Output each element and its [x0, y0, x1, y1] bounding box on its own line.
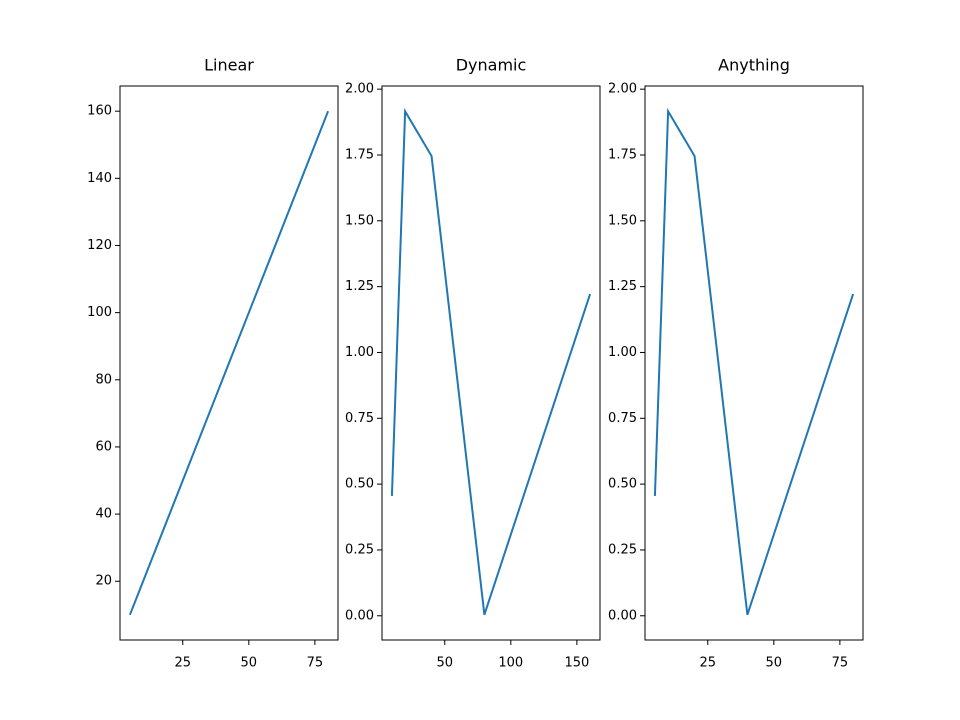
y-tick-label: 0.25 [608, 542, 637, 557]
x-tick-label: 50 [241, 656, 258, 671]
x-tick-label: 50 [766, 656, 783, 671]
line [653, 107, 855, 616]
line [390, 107, 592, 616]
subplot-title: Linear [204, 56, 254, 75]
subplot-title: Dynamic [456, 56, 527, 75]
y-tick-label: 1.00 [345, 345, 374, 360]
y-tick-label: 1.75 [608, 147, 637, 162]
y-tick-label: 0.00 [345, 608, 374, 623]
y-tick-label: 0.50 [345, 477, 374, 492]
x-tick-label: 75 [307, 656, 324, 671]
y-tick-label: 1.00 [608, 345, 637, 360]
axes-frame [119, 85, 339, 641]
x-tick-label: 25 [699, 656, 716, 671]
y-tick-label: 1.75 [345, 147, 374, 162]
y-tick-label: 80 [95, 372, 112, 387]
y-tick-label: 140 [87, 171, 112, 186]
y-tick-label: 0.00 [608, 608, 637, 623]
y-tick-label: 1.50 [345, 213, 374, 228]
y-tick-label: 1.25 [608, 279, 637, 294]
subplot-title: Anything [718, 56, 790, 75]
y-tick-label: 20 [95, 574, 112, 589]
y-tick-label: 0.75 [345, 411, 374, 426]
line [128, 110, 330, 616]
y-tick-label: 1.25 [345, 279, 374, 294]
x-tick-label: 50 [436, 656, 453, 671]
y-tick-label: 0.50 [608, 477, 637, 492]
y-tick-label: 0.25 [345, 542, 374, 557]
y-tick-label: 2.00 [608, 82, 637, 97]
y-tick-label: 60 [95, 439, 112, 454]
y-tick-label: 100 [87, 305, 112, 320]
x-tick-label: 100 [498, 656, 523, 671]
y-tick-label: 40 [95, 507, 112, 522]
y-tick-label: 120 [87, 238, 112, 253]
x-tick-label: 150 [564, 656, 589, 671]
axes-frame [644, 85, 864, 641]
x-tick-label: 25 [174, 656, 191, 671]
y-tick-label: 0.75 [608, 411, 637, 426]
x-tick-label: 75 [832, 656, 849, 671]
y-tick-label: 160 [87, 104, 112, 119]
y-tick-label: 2.00 [345, 82, 374, 97]
y-tick-label: 1.50 [608, 213, 637, 228]
axes-frame [381, 85, 601, 641]
